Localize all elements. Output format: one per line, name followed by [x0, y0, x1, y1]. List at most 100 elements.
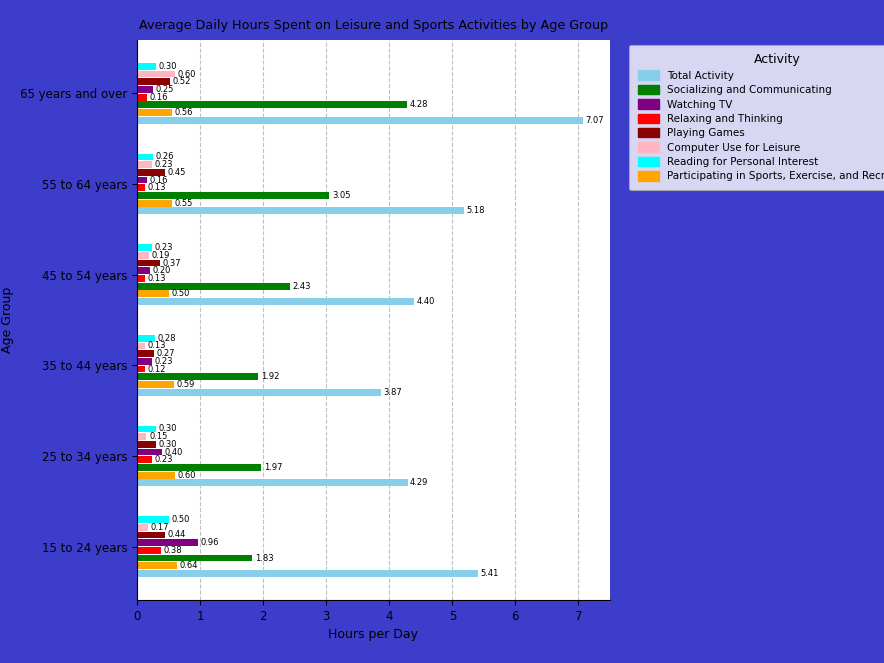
Text: 0.26: 0.26: [156, 152, 174, 162]
Bar: [137, 335, 155, 341]
Bar: [137, 381, 174, 388]
Text: 0.50: 0.50: [171, 515, 189, 524]
Text: 0.30: 0.30: [158, 424, 177, 434]
Text: 0.17: 0.17: [150, 522, 169, 532]
Text: 0.27: 0.27: [156, 349, 175, 358]
Bar: [137, 350, 154, 357]
Bar: [137, 101, 407, 108]
Bar: [137, 71, 175, 78]
Text: 0.40: 0.40: [164, 448, 183, 457]
Bar: [137, 524, 148, 530]
Bar: [137, 479, 408, 486]
Bar: [137, 472, 175, 479]
Text: 0.60: 0.60: [178, 471, 196, 479]
Bar: [137, 373, 258, 380]
Bar: [137, 244, 151, 251]
Bar: [137, 456, 151, 463]
Bar: [137, 260, 160, 267]
Bar: [137, 298, 415, 305]
Bar: [137, 516, 169, 523]
Text: 0.19: 0.19: [151, 251, 170, 260]
Text: 1.97: 1.97: [263, 463, 282, 472]
Text: 0.59: 0.59: [177, 380, 195, 389]
Bar: [137, 441, 156, 448]
Text: 0.23: 0.23: [154, 455, 172, 464]
Text: 0.15: 0.15: [149, 432, 167, 441]
Y-axis label: Age Group: Age Group: [2, 287, 14, 353]
Text: 3.05: 3.05: [332, 191, 350, 200]
Bar: [137, 154, 154, 160]
Bar: [137, 161, 151, 168]
Bar: [137, 290, 169, 297]
Bar: [137, 117, 583, 123]
Bar: [137, 547, 161, 554]
Text: 0.96: 0.96: [200, 538, 218, 547]
Text: 0.30: 0.30: [158, 62, 177, 71]
Bar: [137, 282, 290, 290]
Text: 0.16: 0.16: [149, 93, 168, 101]
Text: 0.16: 0.16: [149, 176, 168, 184]
Text: 5.18: 5.18: [466, 206, 484, 215]
Bar: [137, 192, 330, 199]
Bar: [137, 389, 381, 396]
Legend: Total Activity, Socializing and Communicating, Watching TV, Relaxing and Thinkin: Total Activity, Socializing and Communic…: [629, 45, 884, 190]
Text: 0.23: 0.23: [154, 357, 172, 366]
Bar: [137, 358, 151, 365]
Text: 0.38: 0.38: [164, 546, 182, 555]
Bar: [137, 169, 165, 176]
Bar: [137, 252, 149, 259]
Text: 3.87: 3.87: [384, 388, 402, 396]
Bar: [137, 433, 147, 440]
Bar: [137, 570, 478, 577]
Bar: [137, 109, 172, 116]
Bar: [137, 86, 153, 93]
Text: 4.29: 4.29: [410, 478, 429, 487]
Text: 0.52: 0.52: [172, 77, 191, 86]
Bar: [137, 63, 156, 70]
Bar: [137, 267, 149, 274]
Bar: [137, 449, 163, 455]
Bar: [137, 275, 145, 282]
Text: 4.28: 4.28: [409, 100, 428, 109]
Bar: [137, 93, 147, 101]
Text: 0.37: 0.37: [163, 259, 181, 267]
Text: 4.40: 4.40: [417, 297, 436, 306]
Text: 0.25: 0.25: [156, 85, 173, 94]
Text: 0.60: 0.60: [178, 70, 196, 78]
Bar: [137, 366, 145, 373]
Text: 0.50: 0.50: [171, 289, 189, 298]
Bar: [137, 78, 170, 85]
Bar: [137, 184, 145, 191]
Text: 0.44: 0.44: [167, 530, 186, 540]
Title: Average Daily Hours Spent on Leisure and Sports Activities by Age Group: Average Daily Hours Spent on Leisure and…: [139, 19, 608, 32]
Text: 0.23: 0.23: [154, 243, 172, 252]
Text: 0.13: 0.13: [148, 341, 166, 351]
Bar: [137, 208, 464, 214]
Text: 0.23: 0.23: [154, 160, 172, 169]
Text: 0.13: 0.13: [148, 183, 166, 192]
Bar: [137, 562, 178, 569]
Text: 0.12: 0.12: [147, 365, 165, 373]
Text: 0.13: 0.13: [148, 274, 166, 283]
Text: 1.92: 1.92: [261, 373, 279, 381]
Text: 0.64: 0.64: [180, 562, 198, 570]
X-axis label: Hours per Day: Hours per Day: [329, 629, 418, 641]
Bar: [137, 539, 197, 546]
Bar: [137, 343, 145, 349]
Text: 7.07: 7.07: [585, 116, 604, 125]
Text: 0.55: 0.55: [174, 199, 193, 208]
Bar: [137, 464, 262, 471]
Text: 1.83: 1.83: [255, 554, 273, 563]
Bar: [137, 426, 156, 432]
Bar: [137, 555, 253, 562]
Text: 2.43: 2.43: [293, 282, 311, 290]
Text: 0.30: 0.30: [158, 440, 177, 449]
Bar: [137, 176, 147, 184]
Text: 0.56: 0.56: [175, 108, 194, 117]
Text: 0.20: 0.20: [152, 267, 171, 275]
Text: 0.45: 0.45: [168, 168, 187, 177]
Text: 0.28: 0.28: [157, 333, 176, 343]
Bar: [137, 200, 171, 207]
Text: 5.41: 5.41: [481, 569, 499, 578]
Bar: [137, 532, 164, 538]
